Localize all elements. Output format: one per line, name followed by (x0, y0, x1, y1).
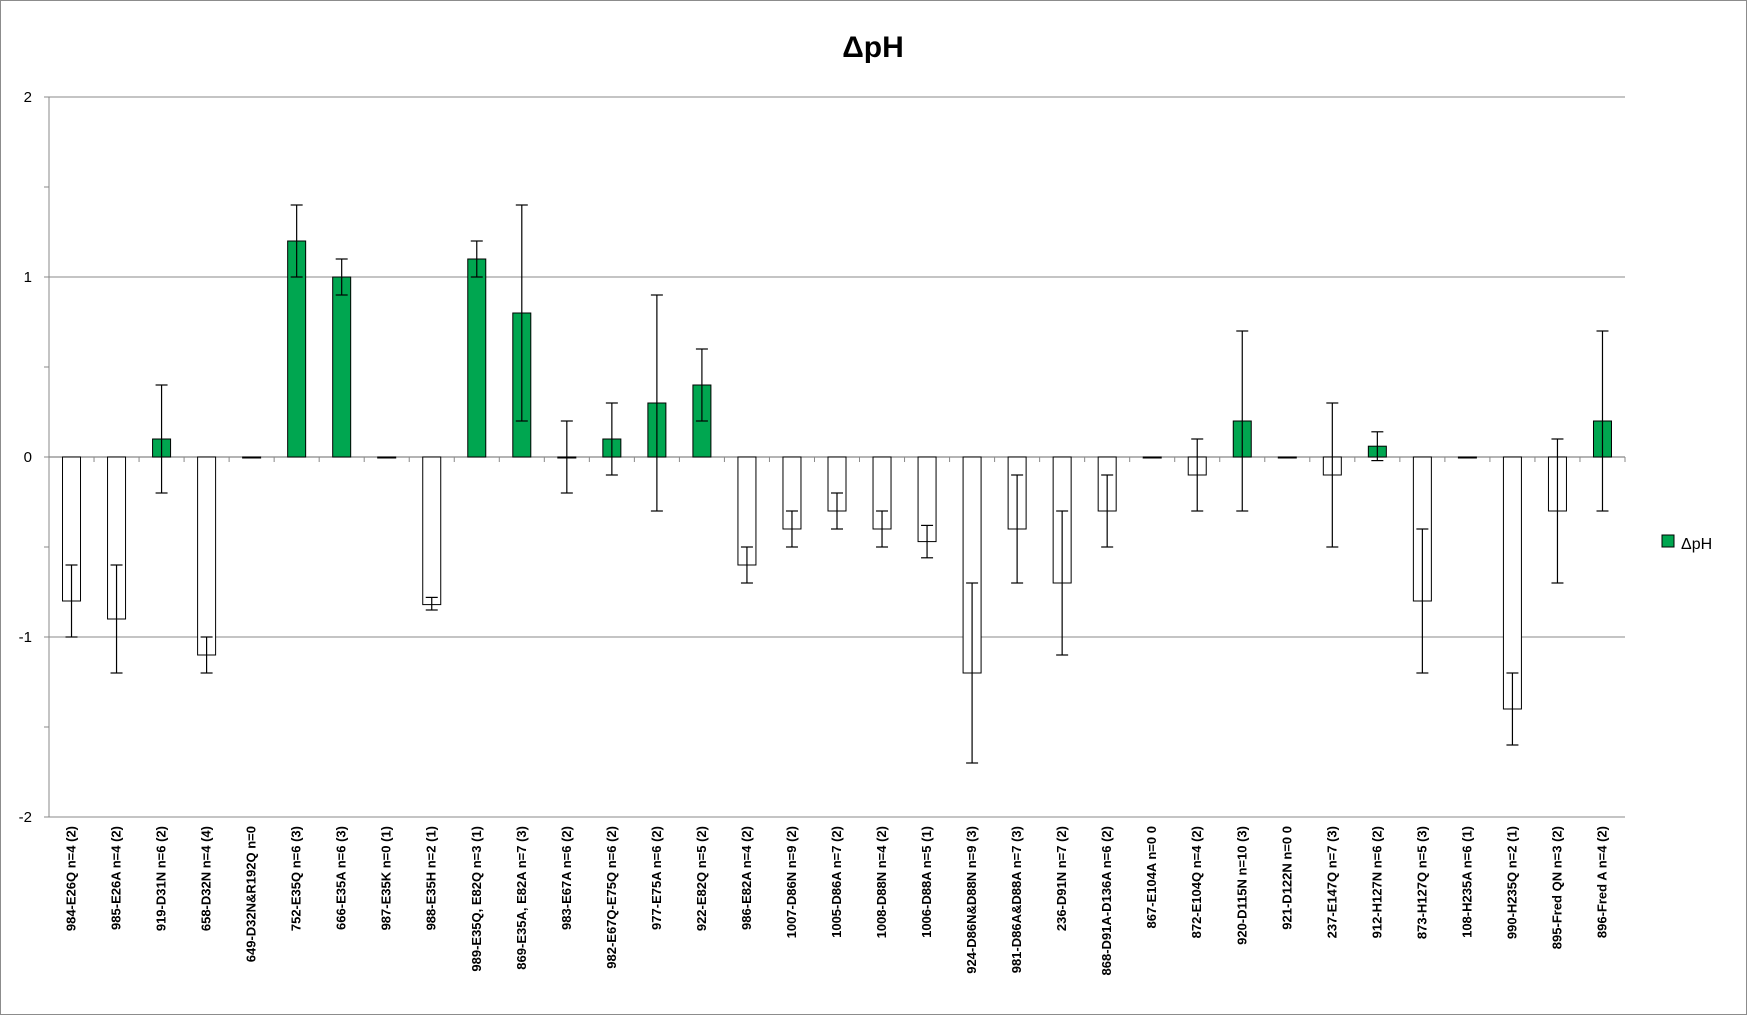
error-bar (876, 510, 889, 548)
bar (467, 258, 487, 458)
error-bar (966, 582, 979, 764)
x-tick-label: 658-D32N n=4 (4) (199, 826, 214, 931)
x-tick-label: 985-E26A n=4 (2) (109, 826, 124, 930)
error-bar (1191, 438, 1204, 512)
error-bar (1596, 330, 1609, 512)
error-bar (1551, 438, 1564, 584)
bar (1502, 456, 1522, 710)
bar (197, 456, 217, 656)
y-tick-label: 1 (24, 269, 32, 286)
x-tick-label: 922-E82Q n=5 (2) (694, 826, 709, 931)
bar (377, 456, 397, 459)
x-tick-label: 982-E67Q-E75Q n=6 (2) (604, 826, 619, 969)
error-bar (1416, 528, 1429, 674)
x-tick-label: 990-H235Q n=2 (1) (1504, 826, 1519, 939)
y-tick-label: 0 (24, 449, 32, 466)
x-tick-label: 868-D91A-D136A n=6 (2) (1099, 826, 1114, 975)
x-tick-label: 1006-D88A n=5 (1) (919, 826, 934, 938)
bar (1277, 456, 1297, 459)
error-bar (831, 492, 843, 530)
x-tick-label: 872-E104Q n=4 (2) (1189, 826, 1204, 938)
x-tick-label: 987-E35K n=0 (1) (379, 826, 394, 930)
x-tick-label: 912-H127N n=6 (2) (1369, 826, 1384, 938)
error-bar (650, 294, 663, 512)
x-tick-label: 981-D86A&D88A n=7 (3) (1009, 826, 1024, 973)
bar (1457, 456, 1477, 459)
error-bar (155, 384, 168, 494)
bar (242, 456, 262, 459)
x-tick-label: 989-E35Q, E82Q n=3 (1) (469, 826, 484, 972)
error-bar (425, 596, 438, 611)
error-bar (1101, 474, 1114, 548)
chart-title: ΔpH (842, 31, 904, 64)
x-tick-label: 896-Fred A n=4 (2) (1594, 826, 1609, 938)
bar (422, 456, 442, 606)
x-tick-label: 867-E104A n=0 0 (1144, 826, 1159, 929)
error-bar (515, 204, 528, 422)
error-bar (290, 204, 303, 278)
error-bar (695, 348, 708, 422)
x-tick-label: 649-D32N&R192Q n=0 (244, 826, 259, 962)
x-tick-label: 873-H127Q n=5 (3) (1414, 826, 1429, 939)
error-bar (605, 402, 618, 476)
x-tick-label: 977-E75A n=6 (2) (649, 826, 664, 930)
x-tick-label: 108-H235A n=6 (1) (1459, 826, 1474, 938)
legend-swatch (1661, 534, 1675, 548)
bars (62, 240, 1612, 710)
error-bar (1236, 330, 1249, 512)
x-tick-label: 919-D31N n=6 (2) (154, 826, 169, 931)
error-bar (785, 510, 798, 548)
error-bar (200, 636, 213, 674)
x-tick-label: 1008-D88N n=4 (2) (874, 826, 889, 938)
x-tick-label: 752-E35Q n=6 (3) (289, 826, 304, 931)
y-tick-label: -2 (19, 809, 32, 826)
x-tick-label: 984-E26Q n=4 (2) (64, 826, 79, 931)
error-bar (335, 258, 348, 296)
error-bar (1371, 431, 1384, 462)
bar (1142, 456, 1162, 459)
error-bar (921, 524, 934, 559)
x-tick-label: 920-D115N n=10 (3) (1234, 826, 1249, 945)
error-bar (560, 420, 573, 494)
error-bar (740, 546, 753, 584)
legend: ΔpH (1661, 534, 1712, 553)
x-tick-label: 1007-D86N n=9 (2) (784, 826, 799, 938)
error-bar (1011, 474, 1024, 584)
x-tick-label: 1005-D86A n=7 (2) (829, 826, 844, 938)
error-bar (1326, 402, 1339, 548)
error-bar (65, 564, 78, 638)
error-bar (1506, 672, 1519, 746)
x-tick-label: 983-E67A n=6 (2) (559, 826, 574, 930)
bar (332, 276, 352, 458)
x-axis-labels: 984-E26Q n=4 (2) 985-E26A n=4 (2) 919-D31N… (64, 826, 1610, 975)
x-tick-label: 666-E35A n=6 (3) (334, 826, 349, 930)
y-tick-label: 2 (24, 89, 32, 106)
legend-label: ΔpH (1681, 536, 1712, 553)
y-tick-label: -1 (19, 629, 32, 646)
x-tick-label: 988-E35H n=2 (1) (424, 826, 439, 930)
x-tick-label: 237-E147Q n=7 (3) (1324, 826, 1339, 938)
x-tick-label: 895-Fred QN n=3 (2) (1549, 826, 1564, 949)
x-tick-label: 236-D91N n=7 (2) (1054, 826, 1069, 931)
x-tick-label: 921-D122N n=0 0 (1279, 826, 1294, 930)
x-tick-label: 986-E82A n=4 (2) (739, 826, 754, 930)
error-bar (110, 564, 123, 674)
x-tick-label: 869-E35A, E82A n=7 (3) (514, 826, 529, 970)
error-bars (65, 204, 1609, 764)
error-bar (470, 240, 483, 278)
x-tick-label: 924-D86N&D88N n=9 (3) (964, 826, 979, 974)
error-bar (1056, 510, 1069, 656)
